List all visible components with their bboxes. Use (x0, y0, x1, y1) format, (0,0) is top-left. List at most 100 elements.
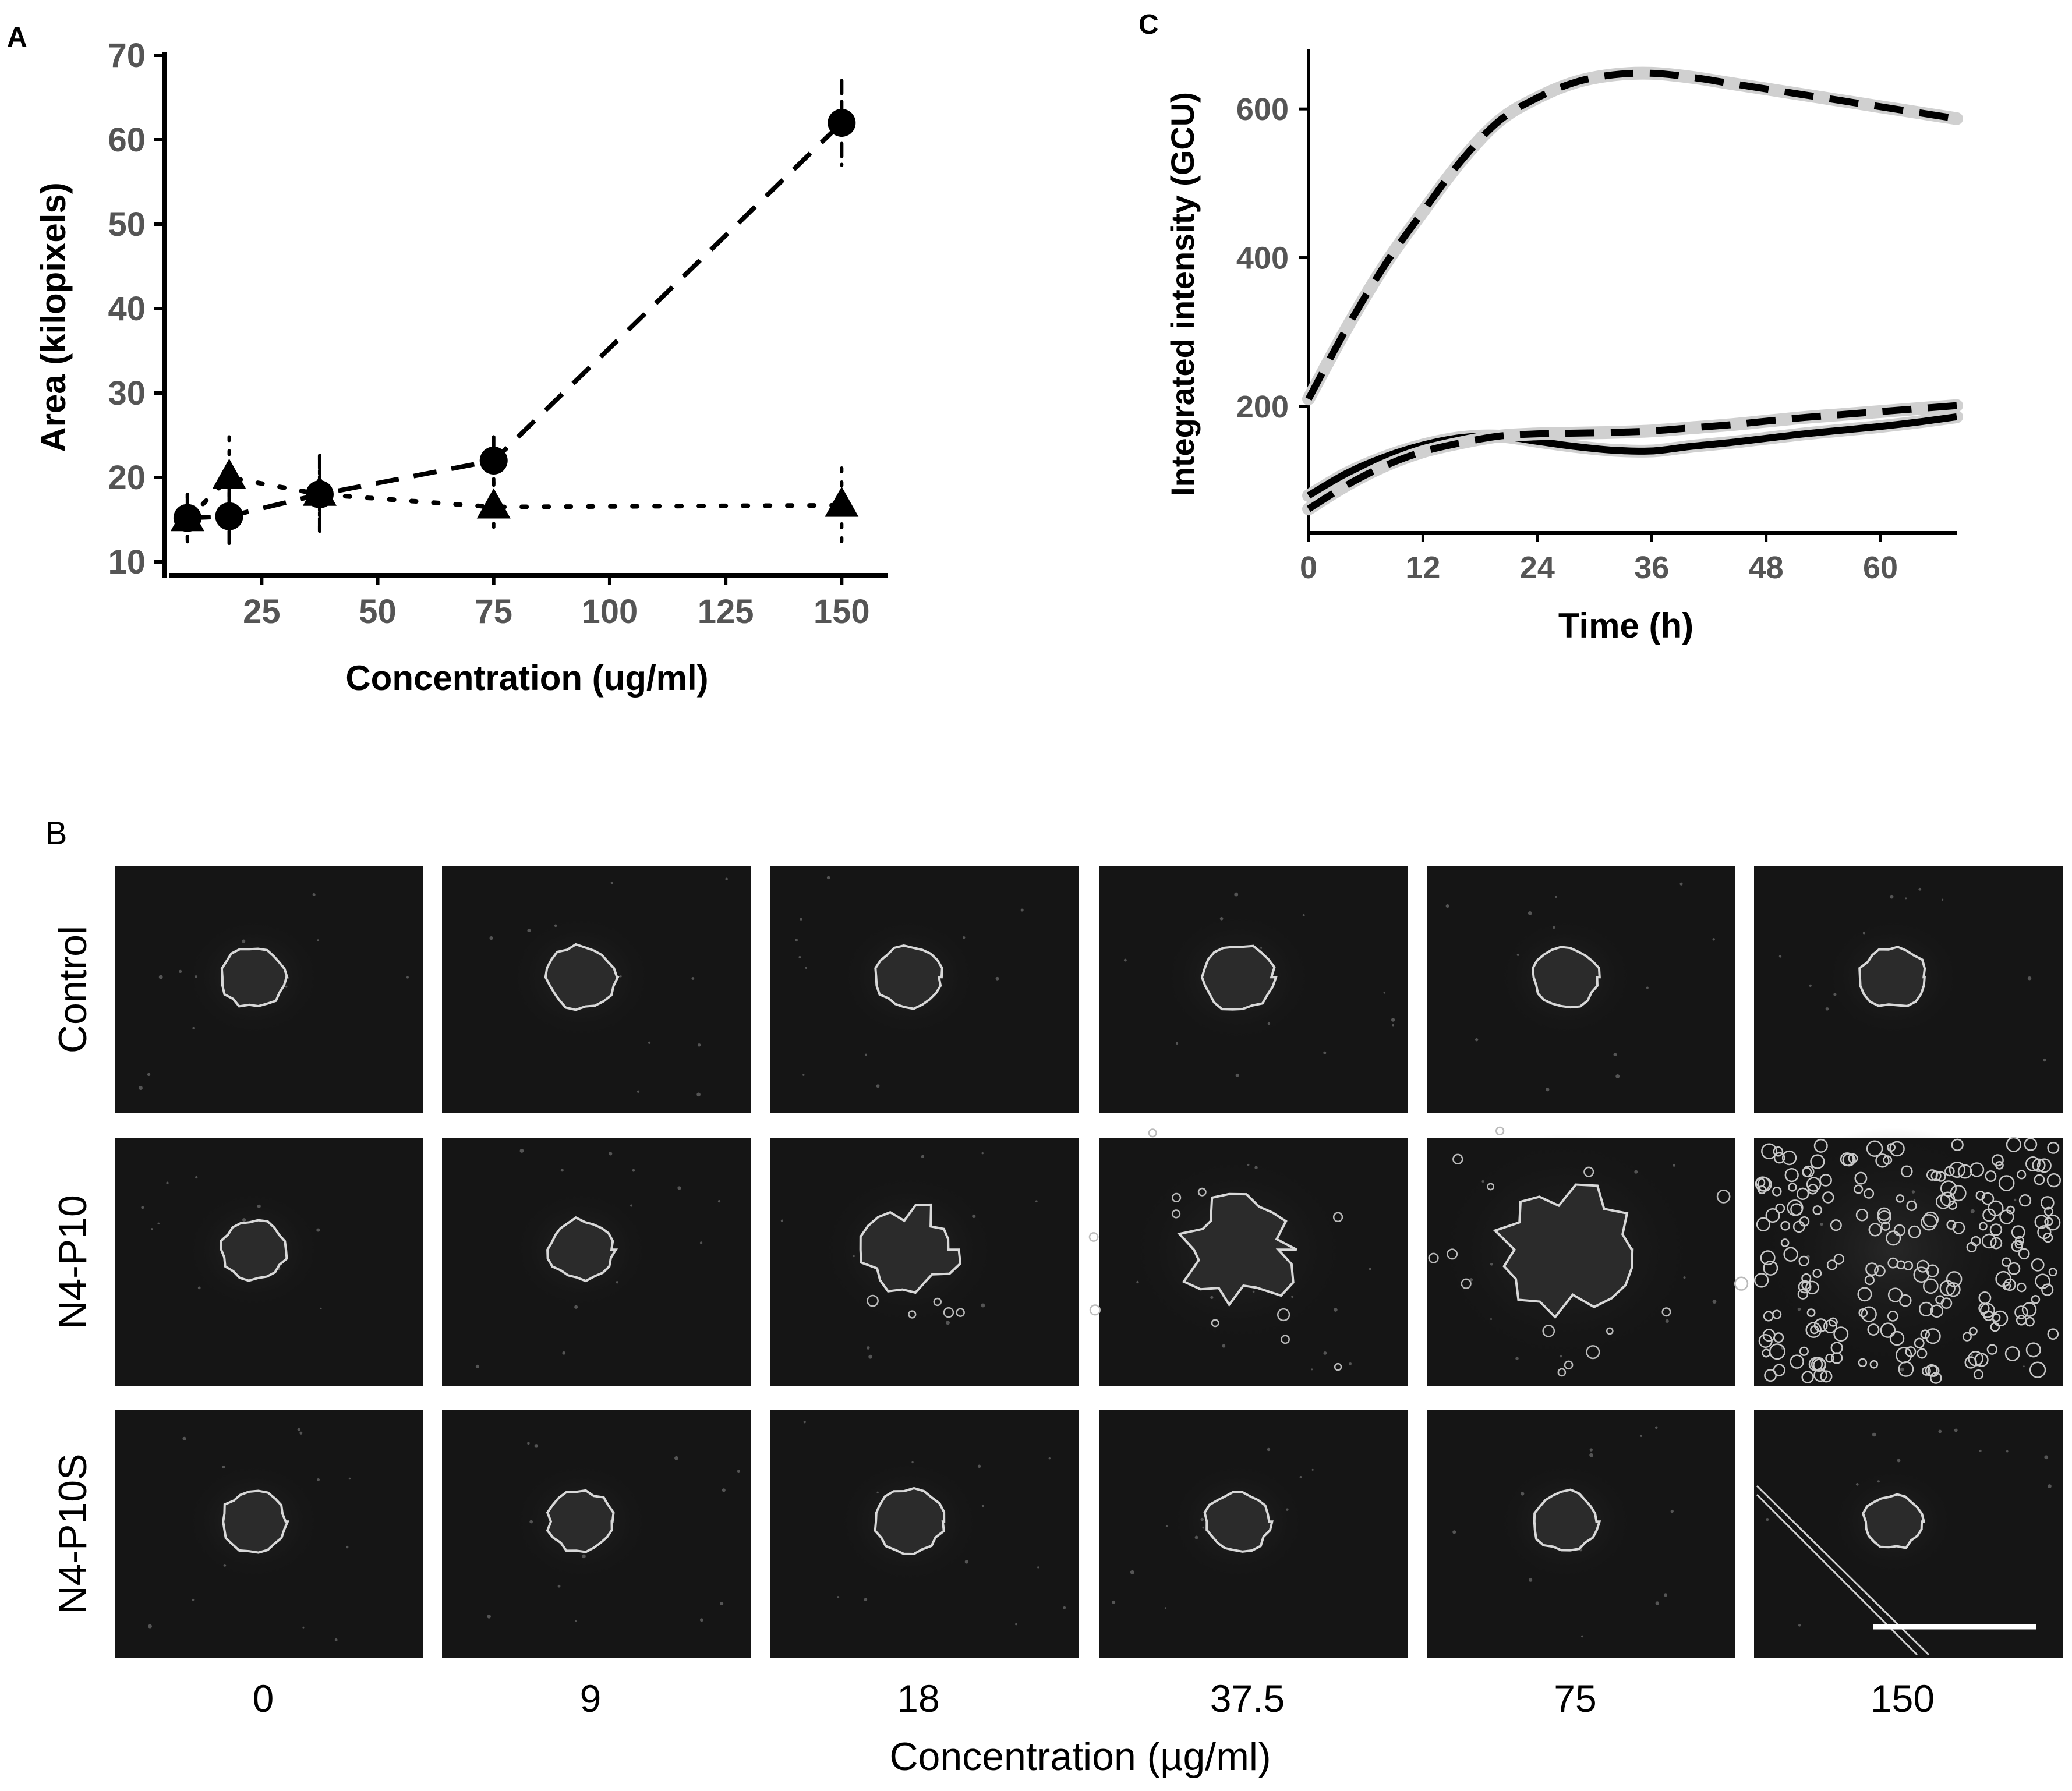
debris-speck (1877, 1480, 1880, 1483)
debris-speck (1175, 1042, 1179, 1045)
dispersed-cell (1833, 1326, 1849, 1342)
micrograph-tile (1754, 866, 2063, 1113)
dispersed-cell (1900, 1165, 1913, 1178)
debris-speck (166, 1181, 169, 1184)
dispersed-cell (1762, 1329, 1776, 1342)
dispersed-cell (1864, 1188, 1875, 1199)
dispersed-cell (1990, 1322, 2000, 1332)
dispersed-cell (1887, 1310, 1898, 1322)
debris-speck (981, 1303, 985, 1308)
debris-speck (1164, 1607, 1167, 1609)
dispersed-cell (2025, 1316, 2035, 1327)
debris-speck (981, 1152, 984, 1155)
debris-speck (802, 1074, 805, 1076)
debris-speck (803, 1421, 806, 1424)
debris-speck (1665, 1319, 1669, 1323)
dispersed-cell (1790, 1203, 1803, 1216)
debris-speck (1820, 1223, 1823, 1226)
debris-speck (962, 936, 966, 939)
dispersed-cell (1869, 1360, 1879, 1369)
dispersed-cell (2014, 1305, 2028, 1319)
debris-speck (406, 976, 409, 979)
dispersed-cell (1810, 1325, 1819, 1335)
dispersed-cell (2047, 1141, 2060, 1154)
debris-speck (1589, 1453, 1593, 1457)
debris-speck (148, 1624, 152, 1629)
row-label: N4-P10 (51, 1195, 95, 1329)
debris-speck (648, 1041, 651, 1044)
dispersed-cell (1880, 1322, 1896, 1338)
dispersed-cell (1880, 1221, 1890, 1231)
debris-speck (1219, 916, 1224, 921)
debris-speck (534, 1444, 539, 1448)
spheroid (546, 1216, 618, 1283)
debris-speck (475, 1364, 480, 1368)
x-tick-label: 100 (582, 593, 638, 631)
dispersed-cell (1861, 1306, 1877, 1322)
debris-speck (911, 1461, 914, 1464)
debris-speck (1640, 1435, 1643, 1437)
debris-speck (876, 1084, 880, 1088)
dispersed-cell (1813, 1138, 1828, 1153)
debris-speck (1979, 1449, 1982, 1452)
dispersed-cell (1875, 1153, 1890, 1168)
dispersed-cell (1812, 1269, 1822, 1278)
dispersed-cell (1812, 1205, 1823, 1215)
dispersed-cell (2011, 1225, 2025, 1240)
dispersed-cell (1930, 1304, 1944, 1318)
debris-speck (574, 1305, 578, 1309)
dispersed-cell (2048, 1268, 2057, 1277)
x-tick-label: 36 (1634, 550, 1669, 585)
dispersed-cell (1969, 1326, 1978, 1336)
debris-speck (865, 1053, 867, 1056)
dispersed-cell (1820, 1370, 1833, 1383)
data-point-circle (479, 447, 508, 475)
debris-speck (632, 1169, 635, 1172)
debris-speck (1015, 1623, 1017, 1626)
x-tick-label: 48 (1749, 550, 1784, 585)
dispersed-cell (1868, 1223, 1882, 1237)
debris-speck (297, 1428, 300, 1431)
data-point-circle (828, 109, 856, 137)
micrograph-tile (115, 1410, 423, 1658)
spheroid (1533, 1488, 1601, 1552)
debris-speck (1267, 1447, 1271, 1452)
debris-speck (1234, 892, 1239, 897)
chart-c-y-axis-title: Integrated intensity (GCU) (1164, 92, 1201, 496)
dispersed-cell (1542, 1325, 1555, 1337)
debris-speck (1391, 1018, 1395, 1022)
debris-speck (257, 1204, 261, 1208)
dispersed-cell (1889, 1141, 1905, 1157)
dispersed-cell (1917, 1348, 1928, 1359)
dispersed-cell (1989, 1223, 2003, 1236)
debris-speck (1528, 911, 1532, 915)
debris-speck (1037, 1566, 1039, 1569)
dispersed-cell (933, 1297, 942, 1307)
debris-speck (346, 1545, 349, 1549)
debris-speck (2048, 1484, 2052, 1488)
dispersed-cell (1557, 1368, 1567, 1377)
dispersed-cell (2024, 1138, 2038, 1151)
x-tick-label: 50 (359, 593, 397, 631)
dispersed-cell (1810, 1154, 1825, 1169)
debris-speck (519, 1148, 524, 1153)
debris-speck (554, 924, 557, 928)
panel-a-letter: A (7, 22, 27, 53)
debris-speck (1369, 1268, 1371, 1270)
dispersed-cell (2031, 1258, 2045, 1272)
debris-speck (677, 1186, 681, 1190)
debris-speck (1673, 1164, 1676, 1167)
debris-speck (921, 1155, 925, 1158)
debris-speck (529, 1520, 533, 1524)
debris-speck (562, 1351, 566, 1355)
debris-speck (1123, 958, 1127, 962)
debris-speck (964, 1560, 968, 1564)
debris-speck (868, 1354, 873, 1359)
dispersed-cell (1788, 1183, 1797, 1192)
x-tick-label: 150 (814, 593, 870, 631)
dispersed-cell (1586, 1345, 1600, 1360)
dispersed-cell (2018, 1248, 2030, 1260)
debris-speck (837, 1596, 840, 1599)
debris-speck (995, 976, 999, 981)
x-tick-label: 25 (243, 593, 281, 631)
